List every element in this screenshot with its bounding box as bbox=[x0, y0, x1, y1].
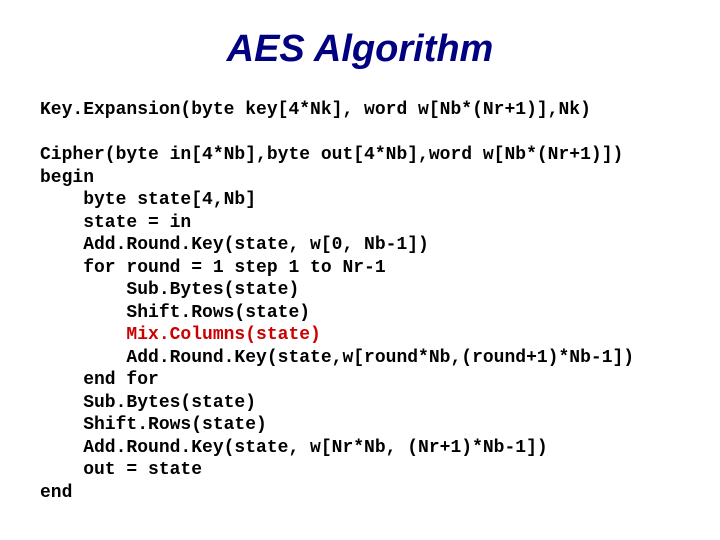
code-line: state = in bbox=[40, 213, 191, 233]
code-line: Add.Round.Key(state,w[round*Nb,(round+1)… bbox=[40, 348, 634, 368]
code-line: out = state bbox=[40, 460, 202, 480]
code-line: Shift.Rows(state) bbox=[40, 303, 310, 323]
code-line: Add.Round.Key(state, w[Nr*Nb, (Nr+1)*Nb-… bbox=[40, 438, 548, 458]
slide: AES Algorithm Key.Expansion(byte key[4*N… bbox=[0, 0, 720, 540]
code-line: Add.Round.Key(state, w[0, Nb-1]) bbox=[40, 235, 429, 255]
code-line: Sub.Bytes(state) bbox=[40, 280, 299, 300]
code-line: for round = 1 step 1 to Nr-1 bbox=[40, 258, 386, 278]
code-block: Key.Expansion(byte key[4*Nk], word w[Nb*… bbox=[40, 99, 680, 504]
code-line: Cipher(byte in[4*Nb],byte out[4*Nb],word… bbox=[40, 145, 623, 165]
code-line: Shift.Rows(state) bbox=[40, 415, 267, 435]
code-line: Sub.Bytes(state) bbox=[40, 393, 256, 413]
code-line: Key.Expansion(byte key[4*Nk], word w[Nb*… bbox=[40, 100, 591, 120]
code-line: begin bbox=[40, 168, 94, 188]
slide-title: AES Algorithm bbox=[40, 28, 680, 71]
code-line: end for bbox=[40, 370, 159, 390]
code-line: end bbox=[40, 483, 72, 503]
code-line-highlight: Mix.Columns(state) bbox=[40, 325, 321, 345]
code-line: byte state[4,Nb] bbox=[40, 190, 256, 210]
